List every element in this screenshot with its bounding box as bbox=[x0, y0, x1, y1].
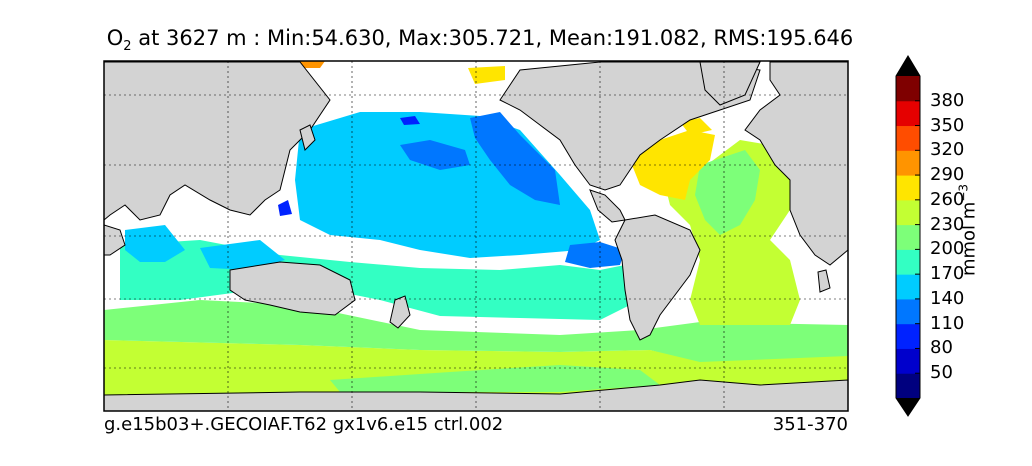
title-species: O bbox=[106, 26, 124, 50]
north-atlantic-yellow bbox=[630, 130, 715, 200]
title-subscript: 2 bbox=[123, 39, 132, 55]
colorbar-tick-label: 290 bbox=[930, 164, 965, 186]
indian-ocean-cyan bbox=[125, 225, 185, 262]
aleutian-dark-blue bbox=[400, 116, 420, 125]
colorbar-tick-label: 170 bbox=[930, 263, 965, 285]
colorbar-level-6 bbox=[896, 224, 920, 250]
colorbar-tick-label: 50 bbox=[930, 362, 953, 384]
colorbar-level-5 bbox=[896, 249, 920, 275]
southern-ocean-lower bbox=[330, 365, 660, 392]
colorbar-level-4 bbox=[896, 274, 920, 300]
colorbar-level-11 bbox=[896, 100, 920, 127]
north-pacific-blue-2 bbox=[400, 140, 470, 170]
colorbar-tick-label: 110 bbox=[930, 312, 965, 334]
indonesia-dark-blue bbox=[278, 200, 292, 216]
graticule bbox=[104, 61, 848, 411]
labrador-yellow bbox=[680, 118, 712, 135]
colorbar-level-1 bbox=[896, 348, 920, 374]
east-pacific-blue bbox=[565, 242, 625, 268]
colorbar-level-9 bbox=[896, 150, 920, 176]
units-main: mmol m bbox=[958, 201, 980, 277]
colorbar-level-0 bbox=[896, 373, 920, 399]
year-range: 351-370 bbox=[772, 414, 848, 435]
colorbar-tick-label: 80 bbox=[930, 337, 953, 359]
atlantic-light-green bbox=[695, 150, 760, 235]
colorbar-level-3 bbox=[896, 298, 920, 325]
land-masses bbox=[104, 61, 848, 411]
southern-ocean-green bbox=[104, 300, 848, 362]
colorbar-level-8 bbox=[896, 175, 920, 201]
units-exponent: −3 bbox=[956, 183, 971, 202]
colorbar-extend-min bbox=[896, 398, 920, 416]
colorbar-level-10 bbox=[896, 125, 920, 151]
colorbar-tick-label: 140 bbox=[930, 287, 965, 309]
colorbar-level-12 bbox=[896, 76, 920, 102]
colorbar-level-2 bbox=[896, 323, 920, 349]
colorbar-tick-label: 260 bbox=[930, 188, 965, 210]
colorbar-tick-label: 380 bbox=[930, 89, 965, 111]
title-stats: at 3627 m : Min:54.630, Max:305.721, Mea… bbox=[131, 26, 854, 50]
colorbar-tick-label: 320 bbox=[930, 139, 965, 161]
north-pacific-blue bbox=[470, 112, 560, 205]
indian-ocean-cyan-2 bbox=[200, 240, 285, 270]
colorbar-units: mmol m−3 bbox=[957, 184, 980, 276]
colorbar-tick-label: 350 bbox=[930, 114, 965, 136]
colorbar-frame bbox=[895, 55, 921, 417]
colorbar-tick-label: 230 bbox=[930, 213, 965, 235]
colorbar-level-7 bbox=[896, 199, 920, 226]
map-frame bbox=[103, 60, 849, 412]
colorbar-tick-label: 200 bbox=[930, 238, 965, 260]
map-title: O2 at 3627 m : Min:54.630, Max:305.721, … bbox=[0, 26, 960, 54]
arctic-yellow bbox=[468, 66, 505, 84]
case-name: g.e15b03+.GECOIAF.T62 gx1v6.e15 ctrl.002 bbox=[104, 414, 504, 435]
colorbar-extend-max bbox=[896, 56, 920, 76]
